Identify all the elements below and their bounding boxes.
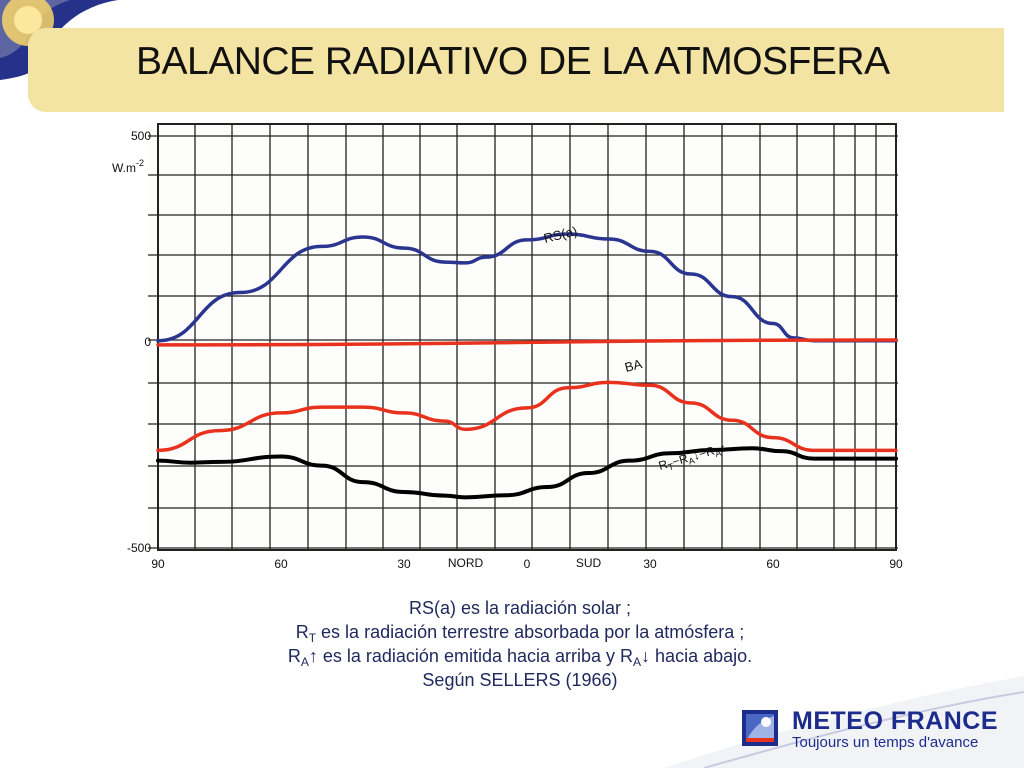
chart-series [156, 232, 898, 500]
y-axis-label-exponent: -2 [136, 158, 144, 168]
caption-line-1: RS(a) es la radiación solar ; [180, 598, 860, 619]
series-label-rt-part: −R [697, 443, 716, 461]
chart-grid [148, 123, 898, 551]
caption-text: RS(a) es la radiación solar ; [408, 598, 632, 618]
caption-text: R [287, 646, 301, 666]
brand-name: METEO FRANCE [792, 707, 998, 735]
series-line-zero [156, 338, 898, 347]
series-label-rt-part: R [657, 457, 670, 473]
series-label-rt-part: A [687, 455, 696, 466]
caption-text: ↓ hacia abajo. [641, 646, 753, 666]
meteo-france-logo-icon [742, 710, 778, 746]
caption-line-3: RA↑ es la radiación emitida hacia arriba… [180, 646, 860, 669]
y-tick-label: 0 [144, 335, 151, 349]
x-tick-label: 90 [889, 557, 903, 571]
y-tick-label: -500 [127, 541, 151, 555]
plot-paper [148, 124, 898, 550]
title-band [28, 28, 1004, 112]
series-label-rt-part: T [667, 461, 676, 472]
x-tick-label: 90 [151, 557, 165, 571]
hemisphere-label: NORD [448, 556, 484, 570]
x-tick-label: 30 [397, 557, 411, 571]
series-line-ba [156, 380, 898, 453]
series-label-rt-part: A [714, 448, 723, 459]
caption-subscript: A [300, 655, 309, 669]
caption-line-4: Según SELLERS (1966) [180, 670, 860, 691]
caption-text: R [295, 622, 309, 642]
chart-tick-labels: 90 60 30 0 30 60 90 NORD SUD 500 0 -500 W.m-2 [112, 129, 903, 571]
series-label-rt-part: ↓ [691, 448, 701, 463]
brand-tagline: Toujours un temps d'avance [792, 734, 979, 751]
slide-title: BALANCE RADIATIVO DE LA ATMOSFERA [136, 40, 890, 83]
x-tick-label: 60 [766, 557, 780, 571]
caption-text: es la radiación terrestre absorbada por … [316, 622, 745, 642]
caption-subscript: A [633, 655, 642, 669]
caption-text: ↑ es la radiación emitida hacia arriba y… [308, 646, 634, 666]
plot-frame [157, 123, 897, 551]
series-label-rt-part: −R [671, 451, 690, 469]
caption-subscript: T [308, 631, 317, 645]
x-tick-label: 30 [643, 557, 657, 571]
caption-line-2: RT es la radiación terrestre absorbada p… [180, 622, 860, 645]
series-label-rt-part: ↑ [718, 440, 728, 455]
y-tick-label: 500 [131, 129, 151, 143]
x-tick-label: 0 [524, 557, 531, 571]
x-tick-label: 60 [274, 557, 288, 571]
caption-text: Según SELLERS (1966) [422, 670, 618, 690]
series-label-ba: BA [623, 356, 644, 375]
series-line-rsa [156, 232, 898, 343]
y-axis-label: W.m-2 [112, 158, 144, 175]
series-label-rt: RT−RA↓−RA↑ [657, 440, 728, 475]
hemisphere-label: SUD [576, 556, 602, 570]
series-line-rtrara [156, 446, 898, 500]
